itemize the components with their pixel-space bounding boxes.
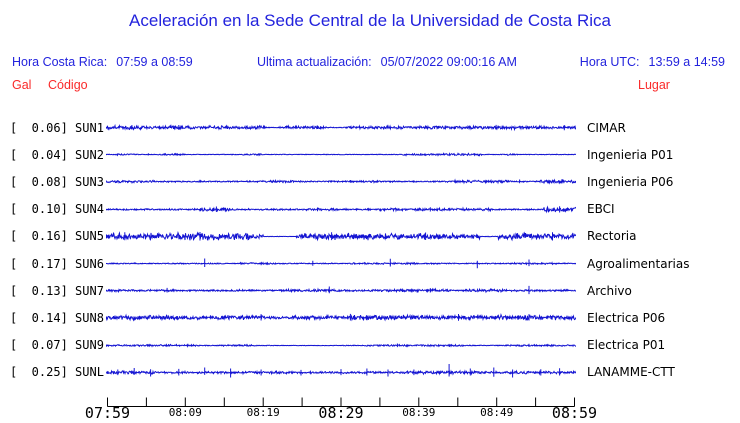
station-row: [ 0.14] SUN8 Electrica P06 — [0, 304, 740, 331]
station-gal-code-label: [ 0.14] SUN8 — [10, 310, 104, 325]
time-axis-label: 08:49 — [480, 406, 514, 419]
station-waveform-trace — [106, 286, 576, 295]
station-waveform-trace — [106, 152, 576, 158]
station-row: [ 0.10] SUN4 EBCI — [0, 196, 740, 223]
station-waveform-trace — [106, 123, 576, 132]
station-place-label: Ingenieria P01 — [587, 147, 674, 162]
station-gal-code-label: [ 0.04] SUN2 — [10, 147, 104, 162]
station-waveform-trace — [106, 205, 576, 214]
column-headers-row: Gal Código Lugar — [0, 78, 740, 94]
station-waveform-trace — [106, 363, 576, 378]
lugar-column-header: Lugar — [638, 78, 670, 92]
time-axis-label: 08:19 — [246, 406, 280, 419]
station-gal-code-label: [ 0.13] SUN7 — [10, 283, 104, 298]
station-waveform-trace — [106, 313, 576, 323]
station-gal-code-label: [ 0.07] SUN9 — [10, 338, 104, 353]
station-place-label: LANAMME-CTT — [587, 365, 675, 380]
time-axis-ticks — [107, 397, 575, 407]
codigo-column-header: Código — [48, 78, 88, 92]
hora-costa-rica-label: Hora Costa Rica: — [12, 55, 108, 69]
station-row: [ 0.25] SUNL LANAMME-CTT — [0, 359, 740, 386]
hora-costa-rica-value: 07:59 a 08:59 — [116, 55, 193, 69]
station-place-label: Ingenieria P06 — [587, 174, 674, 189]
hora-utc-value: 13:59 a 14:59 — [648, 55, 725, 69]
gal-column-header: Gal — [12, 78, 32, 92]
station-row: [ 0.16] SUN5 Rectoria — [0, 223, 740, 250]
time-axis-label: 08:59 — [551, 404, 598, 422]
time-axis-label: 08:09 — [168, 406, 202, 419]
station-row: [ 0.06] SUN1 CIMAR — [0, 114, 740, 141]
seismogram-chart: [ 0.06] SUN1 CIMAR [ 0.04] SUN2 Ingenier… — [0, 114, 740, 386]
page-title: Aceleración en la Sede Central de la Uni… — [129, 11, 611, 30]
station-row: [ 0.08] SUN3 Ingenieria P06 — [0, 168, 740, 195]
station-row: [ 0.07] SUN9 Electrica P01 — [0, 332, 740, 359]
hora-utc-label: Hora UTC: — [579, 55, 640, 69]
station-row: [ 0.04] SUN2 Ingenieria P01 — [0, 141, 740, 168]
station-gal-code-label: [ 0.17] SUN6 — [10, 256, 104, 271]
station-place-label: Electrica P06 — [587, 310, 666, 325]
station-waveform-trace — [106, 178, 576, 186]
station-waveform-trace — [106, 230, 576, 242]
station-place-label: Archivo — [587, 283, 632, 298]
station-gal-code-label: [ 0.06] SUN1 — [10, 120, 104, 135]
station-gal-code-label: [ 0.16] SUN5 — [10, 229, 104, 244]
station-waveform-trace — [106, 258, 576, 269]
station-place-label: Agroalimentarias — [587, 256, 690, 271]
station-row: [ 0.13] SUN7 Archivo — [0, 277, 740, 304]
time-axis: 07:59 08:09 08:19 08:29 08:39 08:49 08:59 — [0, 397, 740, 423]
last-update-label: Ultima actualización: — [257, 55, 372, 69]
time-info-row: Hora Costa Rica: 07:59 a 08:59 Ultima act… — [0, 55, 740, 71]
station-row: [ 0.17] SUN6 Agroalimentarias — [0, 250, 740, 277]
time-axis-label: 08:39 — [402, 406, 436, 419]
last-update-value: 05/07/2022 09:00:16 AM — [380, 55, 517, 69]
hora-costa-rica-group: Hora Costa Rica: 07:59 a 08:59 — [12, 55, 193, 69]
hora-utc-group: Hora UTC: 13:59 a 14:59 — [580, 55, 725, 69]
station-place-label: Rectoria — [587, 229, 637, 244]
station-place-label: EBCI — [587, 202, 615, 217]
time-axis-label: 07:59 — [84, 404, 131, 422]
station-gal-code-label: [ 0.25] SUNL — [10, 365, 104, 380]
station-gal-code-label: [ 0.10] SUN4 — [10, 202, 104, 217]
station-place-label: Electrica P01 — [587, 338, 666, 353]
station-place-label: CIMAR — [587, 120, 626, 135]
last-update-group: Ultima actualización: 05/07/2022 09:00:16… — [257, 55, 517, 69]
time-axis-label: 08:29 — [318, 404, 364, 422]
station-gal-code-label: [ 0.08] SUN3 — [10, 174, 104, 189]
station-waveform-trace — [106, 342, 576, 348]
